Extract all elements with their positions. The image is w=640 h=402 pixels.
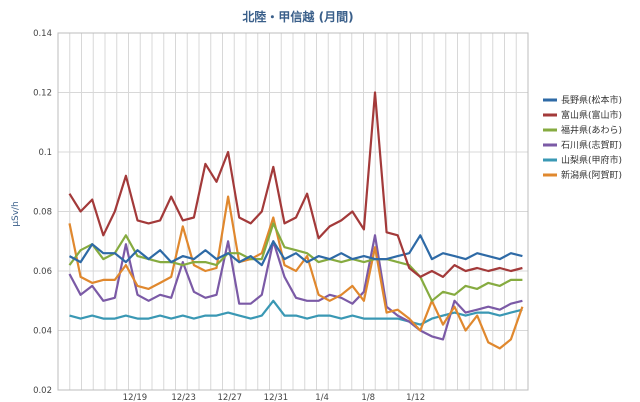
series-line — [68, 195, 524, 350]
series-line — [68, 91, 523, 278]
legend-label: 山梨県(甲府市) — [561, 154, 622, 166]
y-tick-label: 0.02 — [33, 386, 52, 396]
legend-label: 福井県(あわら) — [561, 124, 622, 136]
legend-label: 新潟県(阿賀町) — [561, 169, 622, 181]
x-tick-label: 12/23 — [171, 393, 196, 402]
y-tick-label: 0.14 — [33, 29, 52, 39]
y-axis-ticks: 0.14 0.12 0.1 0.08 0.06 0.04 0.02 — [33, 29, 52, 396]
legend-label: 石川県(志賀町) — [561, 139, 622, 151]
x-tick-label: 12/27 — [218, 393, 243, 402]
x-tick-label: 1/8 — [361, 393, 375, 402]
series-lines — [68, 91, 524, 350]
series-line — [68, 222, 523, 302]
y-tick-label: 0.08 — [33, 208, 52, 218]
y-tick-label: 0.12 — [33, 89, 52, 99]
y-tick-label: 0.06 — [33, 267, 52, 277]
series-line — [68, 234, 523, 341]
y-tick-label: 0.04 — [33, 327, 52, 337]
series-line — [68, 234, 523, 267]
y-tick-label: 0.1 — [38, 148, 52, 158]
x-tick-label: 12/19 — [123, 393, 148, 402]
legend-label: 富山県(富山市) — [561, 109, 622, 121]
x-axis-ticks: 12/19 12/23 12/27 12/31 1/4 1/8 1/12 — [123, 393, 426, 402]
x-tick-label: 1/4 — [315, 393, 329, 402]
grid — [57, 32, 529, 391]
y-axis-label: μSv/h — [11, 201, 21, 227]
series-line — [69, 299, 523, 326]
chart-title: 北陸・甲信越 (月間) — [242, 9, 353, 24]
plot-border — [57, 32, 529, 391]
x-tick-label: 1/12 — [406, 393, 425, 402]
legend: 長野県(松本市) 富山県(富山市) 福井県(あわら) 石川県(志賀町) 山梨県(甲府市)… — [543, 94, 622, 181]
x-tick-label: 12/31 — [264, 393, 289, 402]
legend-label: 長野県(松本市) — [561, 94, 622, 106]
